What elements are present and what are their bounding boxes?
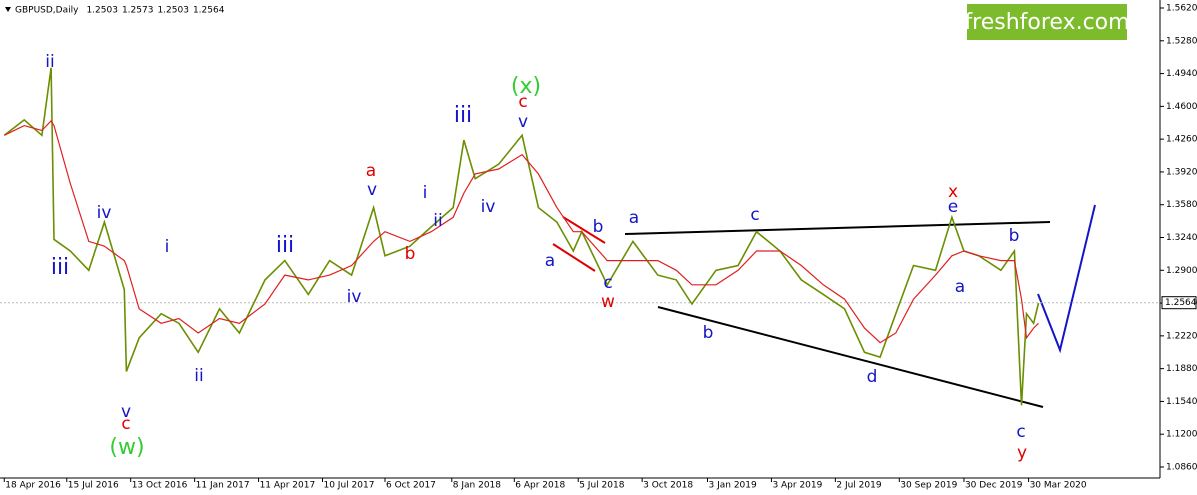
menu-arrow — [5, 7, 11, 12]
price-label: 1.2564 — [1165, 298, 1197, 308]
triangle-top — [624, 221, 1051, 235]
wave-label: a — [955, 277, 965, 297]
x-tick-label: 6 Oct 2017 — [386, 481, 436, 491]
wave-label: ii — [433, 211, 442, 231]
y-tick-label: 1.3240 — [1166, 233, 1197, 243]
triangle-bottom — [657, 306, 1044, 408]
channel-top — [562, 216, 606, 244]
logo-box — [967, 4, 1127, 40]
wave-label: iv — [347, 287, 362, 307]
price-box — [1161, 296, 1197, 310]
price-line-series — [3, 67, 1040, 406]
x-tick-label: 30 Sep 2019 — [900, 481, 957, 491]
wave-label: d — [867, 367, 878, 387]
wave-label: a — [629, 208, 639, 228]
x-tick-label: 5 Jul 2018 — [579, 481, 624, 491]
x-tick-label: 2 Jul 2019 — [836, 481, 881, 491]
wave-label: c — [518, 92, 527, 112]
wave-label: iii — [51, 255, 69, 280]
wave-label: iv — [481, 197, 496, 217]
y-tick-label: 1.4940 — [1166, 69, 1197, 79]
wave-label: v — [367, 180, 377, 200]
y-tick-label: 1.1880 — [1166, 364, 1197, 374]
x-tick-label: 11 Apr 2017 — [260, 481, 316, 491]
wave-label: c — [750, 205, 759, 225]
wave-label: v — [518, 112, 528, 132]
wave-label: x — [948, 182, 958, 202]
wave-label: c — [603, 273, 612, 293]
wave-label: ii — [194, 366, 203, 386]
wave-label: b — [593, 217, 604, 237]
symbol: GBPUSD,Daily — [15, 6, 79, 16]
x-tick-label: 8 Jan 2018 — [453, 481, 501, 491]
y-tick-label: 1.5620 — [1166, 4, 1197, 14]
y-tick-label: 1.0860 — [1166, 463, 1197, 473]
wave-label: i — [423, 183, 428, 203]
channel — [552, 216, 606, 272]
y-tick-label: 1.1200 — [1166, 430, 1197, 440]
x-tick-label: 15 Jul 2016 — [68, 481, 119, 491]
trendlines — [624, 221, 1051, 408]
x-tick-label: 10 Jul 2017 — [323, 481, 374, 491]
ohlc-value: 1.2573 — [122, 6, 154, 16]
y-tick-label: 1.5280 — [1166, 36, 1197, 46]
wave-label: b — [1009, 226, 1020, 246]
wave-label: a — [545, 251, 555, 271]
wave-label: (x) — [511, 74, 541, 99]
y-tick-label: 1.2900 — [1166, 266, 1197, 276]
x-tick-label: 3 Oct 2018 — [643, 481, 693, 491]
x-tick-label: 3 Jan 2019 — [709, 481, 757, 491]
y-tick-label: 1.3580 — [1166, 200, 1197, 210]
wave-label: i — [165, 237, 170, 257]
wave-label: ii — [45, 52, 54, 72]
x-tick-label: 6 Apr 2018 — [515, 481, 565, 491]
projection — [1037, 204, 1096, 354]
y-tick-label: 1.4600 — [1166, 102, 1197, 112]
x-tick-label: 30 Mar 2020 — [1030, 481, 1087, 491]
wave-label: c — [1016, 422, 1025, 442]
wave-label: e — [948, 197, 958, 217]
wave-label: b — [703, 323, 714, 343]
ohlc-value: 1.2503 — [157, 6, 189, 16]
x-tick-label: 30 Dec 2019 — [965, 481, 1023, 491]
ohlc-value: 1.2564 — [193, 6, 225, 16]
wave-label: y — [1017, 443, 1027, 463]
x-tick-label: 13 Oct 2016 — [132, 481, 188, 491]
channel-bottom — [552, 243, 596, 272]
x-tick-label: 11 Jan 2017 — [196, 481, 250, 491]
y-tick-label: 1.3920 — [1166, 167, 1197, 177]
wave-label: iv — [97, 203, 112, 223]
wave-label: iii — [276, 233, 294, 258]
x-tick-label: 18 Apr 2016 — [5, 481, 61, 491]
wave-label: c — [121, 414, 130, 434]
ohlc-value: 1.2503 — [86, 6, 118, 16]
wave-label: b — [405, 244, 416, 264]
y-tick-label: 1.2220 — [1166, 331, 1197, 341]
wave-label: v — [121, 402, 131, 422]
y-tick-label: 1.4260 — [1166, 135, 1197, 145]
x-tick-label: 3 Apr 2019 — [772, 481, 822, 491]
wave-label: a — [366, 161, 376, 181]
wave-label: (w) — [109, 435, 144, 460]
wave-label: w — [601, 292, 615, 312]
moving-average — [4, 119, 1039, 344]
wave-label: iii — [454, 103, 472, 128]
y-tick-label: 1.1540 — [1166, 397, 1197, 407]
logo: freshforex.com — [964, 10, 1129, 35]
